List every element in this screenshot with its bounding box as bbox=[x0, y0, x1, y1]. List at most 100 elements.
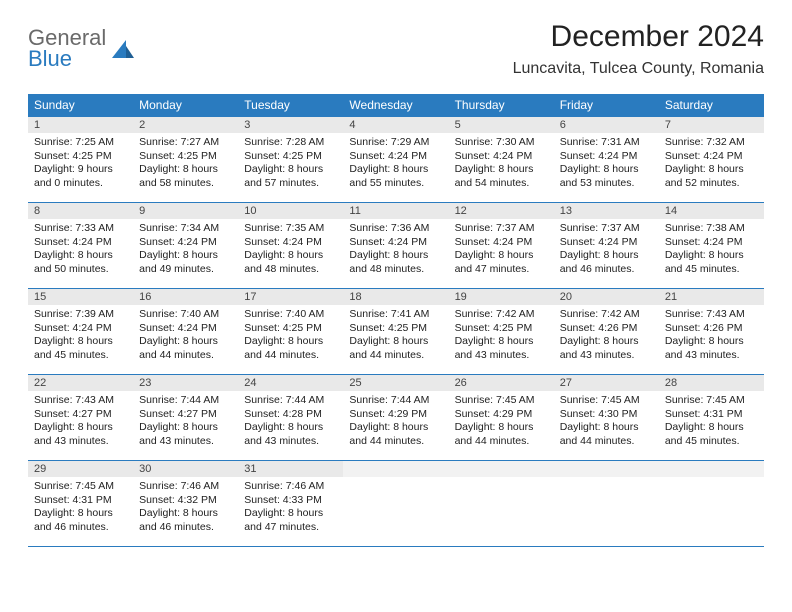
sunrise-line: Sunrise: 7:40 AM bbox=[244, 308, 337, 322]
calendar-day-cell: 25Sunrise: 7:44 AMSunset: 4:29 PMDayligh… bbox=[343, 375, 448, 461]
daylight-line: Daylight: 8 hours and 43 minutes. bbox=[139, 421, 232, 448]
month-title: December 2024 bbox=[513, 20, 764, 54]
calendar-day-cell: 28Sunrise: 7:45 AMSunset: 4:31 PMDayligh… bbox=[659, 375, 764, 461]
brand-triangle-icon bbox=[110, 38, 136, 60]
day-number: 17 bbox=[238, 289, 343, 305]
sunset-line: Sunset: 4:26 PM bbox=[560, 322, 653, 336]
day-details: Sunrise: 7:28 AMSunset: 4:25 PMDaylight:… bbox=[238, 133, 343, 195]
weekday-header: Saturday bbox=[659, 94, 764, 117]
daylight-line: Daylight: 8 hours and 43 minutes. bbox=[665, 335, 758, 362]
calendar-day-cell: 12Sunrise: 7:37 AMSunset: 4:24 PMDayligh… bbox=[449, 203, 554, 289]
sunrise-line: Sunrise: 7:38 AM bbox=[665, 222, 758, 236]
day-number: 24 bbox=[238, 375, 343, 391]
sunrise-line: Sunrise: 7:35 AM bbox=[244, 222, 337, 236]
sunset-line: Sunset: 4:25 PM bbox=[139, 150, 232, 164]
daylight-line: Daylight: 8 hours and 47 minutes. bbox=[244, 507, 337, 534]
day-number: 2 bbox=[133, 117, 238, 133]
daylight-line: Daylight: 8 hours and 50 minutes. bbox=[34, 249, 127, 276]
daylight-line: Daylight: 8 hours and 58 minutes. bbox=[139, 163, 232, 190]
calendar-day-cell: 23Sunrise: 7:44 AMSunset: 4:27 PMDayligh… bbox=[133, 375, 238, 461]
weekday-header: Sunday bbox=[28, 94, 133, 117]
daylight-line: Daylight: 8 hours and 44 minutes. bbox=[455, 421, 548, 448]
calendar-page: General Blue December 2024 Luncavita, Tu… bbox=[0, 0, 792, 567]
sunrise-line: Sunrise: 7:45 AM bbox=[34, 480, 127, 494]
day-number: 10 bbox=[238, 203, 343, 219]
day-number: 30 bbox=[133, 461, 238, 477]
sunset-line: Sunset: 4:25 PM bbox=[349, 322, 442, 336]
daylight-line: Daylight: 8 hours and 45 minutes. bbox=[665, 249, 758, 276]
brand-word2: Blue bbox=[28, 46, 72, 71]
calendar-week-row: 15Sunrise: 7:39 AMSunset: 4:24 PMDayligh… bbox=[28, 289, 764, 375]
sunrise-line: Sunrise: 7:42 AM bbox=[455, 308, 548, 322]
day-details: Sunrise: 7:44 AMSunset: 4:27 PMDaylight:… bbox=[133, 391, 238, 453]
day-number: 9 bbox=[133, 203, 238, 219]
daylight-line: Daylight: 8 hours and 45 minutes. bbox=[34, 335, 127, 362]
calendar-day-cell: 9Sunrise: 7:34 AMSunset: 4:24 PMDaylight… bbox=[133, 203, 238, 289]
sunrise-line: Sunrise: 7:29 AM bbox=[349, 136, 442, 150]
day-number: 7 bbox=[659, 117, 764, 133]
day-number: 1 bbox=[28, 117, 133, 133]
day-number: 25 bbox=[343, 375, 448, 391]
calendar-day-cell: 8Sunrise: 7:33 AMSunset: 4:24 PMDaylight… bbox=[28, 203, 133, 289]
weekday-header: Wednesday bbox=[343, 94, 448, 117]
sunrise-line: Sunrise: 7:37 AM bbox=[455, 222, 548, 236]
day-details: Sunrise: 7:46 AMSunset: 4:33 PMDaylight:… bbox=[238, 477, 343, 539]
calendar-day-cell: 22Sunrise: 7:43 AMSunset: 4:27 PMDayligh… bbox=[28, 375, 133, 461]
sunset-line: Sunset: 4:24 PM bbox=[244, 236, 337, 250]
day-number: 3 bbox=[238, 117, 343, 133]
daylight-line: Daylight: 8 hours and 44 minutes. bbox=[244, 335, 337, 362]
sunset-line: Sunset: 4:25 PM bbox=[455, 322, 548, 336]
day-details: Sunrise: 7:36 AMSunset: 4:24 PMDaylight:… bbox=[343, 219, 448, 281]
sunset-line: Sunset: 4:24 PM bbox=[139, 236, 232, 250]
day-number: 27 bbox=[554, 375, 659, 391]
day-number: 23 bbox=[133, 375, 238, 391]
sunrise-line: Sunrise: 7:45 AM bbox=[665, 394, 758, 408]
daylight-line: Daylight: 8 hours and 43 minutes. bbox=[455, 335, 548, 362]
day-details: Sunrise: 7:25 AMSunset: 4:25 PMDaylight:… bbox=[28, 133, 133, 195]
sunrise-line: Sunrise: 7:46 AM bbox=[244, 480, 337, 494]
sunrise-line: Sunrise: 7:45 AM bbox=[455, 394, 548, 408]
day-details: Sunrise: 7:43 AMSunset: 4:27 PMDaylight:… bbox=[28, 391, 133, 453]
day-number: 6 bbox=[554, 117, 659, 133]
sunrise-line: Sunrise: 7:31 AM bbox=[560, 136, 653, 150]
sunset-line: Sunset: 4:24 PM bbox=[455, 150, 548, 164]
daylight-line: Daylight: 8 hours and 53 minutes. bbox=[560, 163, 653, 190]
calendar-day-cell: 20Sunrise: 7:42 AMSunset: 4:26 PMDayligh… bbox=[554, 289, 659, 375]
day-details: Sunrise: 7:42 AMSunset: 4:26 PMDaylight:… bbox=[554, 305, 659, 367]
daylight-line: Daylight: 8 hours and 52 minutes. bbox=[665, 163, 758, 190]
sunset-line: Sunset: 4:31 PM bbox=[665, 408, 758, 422]
calendar-week-row: 1Sunrise: 7:25 AMSunset: 4:25 PMDaylight… bbox=[28, 117, 764, 203]
sunset-line: Sunset: 4:29 PM bbox=[349, 408, 442, 422]
day-number: 19 bbox=[449, 289, 554, 305]
daylight-line: Daylight: 8 hours and 48 minutes. bbox=[349, 249, 442, 276]
daylight-line: Daylight: 8 hours and 43 minutes. bbox=[34, 421, 127, 448]
calendar-day-cell: 15Sunrise: 7:39 AMSunset: 4:24 PMDayligh… bbox=[28, 289, 133, 375]
calendar-day-cell: 26Sunrise: 7:45 AMSunset: 4:29 PMDayligh… bbox=[449, 375, 554, 461]
calendar-day-cell bbox=[449, 461, 554, 547]
day-number: 11 bbox=[343, 203, 448, 219]
day-details: Sunrise: 7:45 AMSunset: 4:29 PMDaylight:… bbox=[449, 391, 554, 453]
calendar-day-cell: 7Sunrise: 7:32 AMSunset: 4:24 PMDaylight… bbox=[659, 117, 764, 203]
day-number: 13 bbox=[554, 203, 659, 219]
daylight-line: Daylight: 8 hours and 44 minutes. bbox=[349, 421, 442, 448]
sunrise-line: Sunrise: 7:27 AM bbox=[139, 136, 232, 150]
sunrise-line: Sunrise: 7:43 AM bbox=[34, 394, 127, 408]
day-number: 12 bbox=[449, 203, 554, 219]
sunrise-line: Sunrise: 7:46 AM bbox=[139, 480, 232, 494]
weekday-header: Friday bbox=[554, 94, 659, 117]
daylight-line: Daylight: 8 hours and 44 minutes. bbox=[560, 421, 653, 448]
calendar-week-row: 22Sunrise: 7:43 AMSunset: 4:27 PMDayligh… bbox=[28, 375, 764, 461]
day-details: Sunrise: 7:40 AMSunset: 4:25 PMDaylight:… bbox=[238, 305, 343, 367]
sunset-line: Sunset: 4:24 PM bbox=[34, 322, 127, 336]
sunrise-line: Sunrise: 7:40 AM bbox=[139, 308, 232, 322]
calendar-day-cell: 3Sunrise: 7:28 AMSunset: 4:25 PMDaylight… bbox=[238, 117, 343, 203]
sunset-line: Sunset: 4:29 PM bbox=[455, 408, 548, 422]
sunrise-line: Sunrise: 7:34 AM bbox=[139, 222, 232, 236]
day-number: 14 bbox=[659, 203, 764, 219]
day-details: Sunrise: 7:38 AMSunset: 4:24 PMDaylight:… bbox=[659, 219, 764, 281]
day-number: 22 bbox=[28, 375, 133, 391]
calendar-day-cell: 24Sunrise: 7:44 AMSunset: 4:28 PMDayligh… bbox=[238, 375, 343, 461]
day-details: Sunrise: 7:42 AMSunset: 4:25 PMDaylight:… bbox=[449, 305, 554, 367]
calendar-day-cell: 27Sunrise: 7:45 AMSunset: 4:30 PMDayligh… bbox=[554, 375, 659, 461]
calendar-day-cell: 2 Sunrise: 7:27 AMSunset: 4:25 PMDaylight… bbox=[133, 117, 238, 203]
